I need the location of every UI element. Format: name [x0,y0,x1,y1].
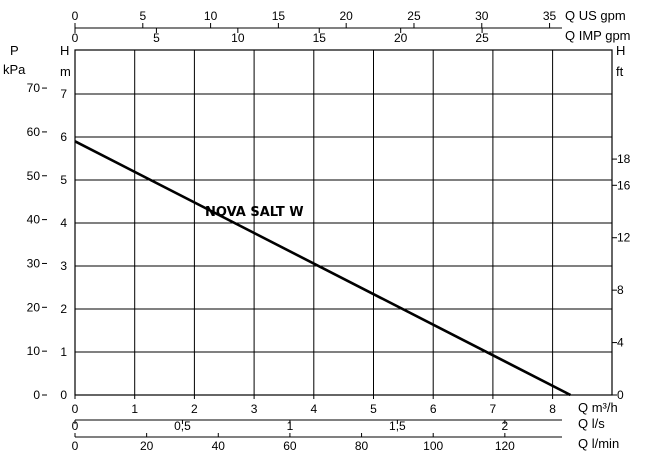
right-ft-tick-label: 12 [617,231,631,245]
left-kpa-tick-label: 0 [33,388,40,402]
x-axis-label: Q m³/h [578,400,618,415]
y-axis-label: H [60,43,69,58]
y-tick-label: 6 [60,130,67,144]
top-imp-tick-label: 25 [475,31,489,45]
top-us-tick-label: 35 [543,9,557,23]
top-us-tick-label: 5 [139,9,146,23]
right-ft-tick-label: 18 [617,152,631,166]
left-kpa-tick-label: 70 [27,81,41,95]
x-tick-label: 1 [131,402,138,416]
x-tick-label: 0 [72,402,79,416]
curve-annotation: NOVA SALT W [205,205,304,220]
grid [42,23,617,438]
bottom-lmin-tick-label: 120 [495,439,515,453]
right-ft-tick-label: 16 [617,178,631,192]
right-ft-unit: ft [616,64,624,79]
bottom-ls-tick-label: 1 [287,419,294,433]
left-kpa-tick-label: 30 [27,256,41,270]
y-axis-unit: m [60,64,71,79]
bottom-lmin-label: Q l/min [578,436,619,451]
top-imp-tick-label: 10 [231,31,245,45]
bottom-ls-tick-label: 1,5 [389,419,406,433]
top-us-tick-label: 15 [272,9,286,23]
left-kpa-tick-label: 40 [27,213,41,227]
x-tick-label: 8 [549,402,556,416]
y-tick-label: 4 [60,216,67,230]
y-tick-label: 7 [60,87,67,101]
right-ft-tick-label: 4 [617,336,624,350]
left-p-label: P [10,43,19,58]
top-imp-tick-label: 0 [72,31,79,45]
top-us-tick-label: 25 [407,9,421,23]
x-tick-label: 3 [251,402,258,416]
y-tick-label: 3 [60,259,67,273]
right-ft-tick-label: 8 [617,283,624,297]
bottom-lmin-tick-label: 20 [140,439,154,453]
x-tick-label: 4 [310,402,317,416]
bottom-lmin-tick-label: 0 [72,439,79,453]
bottom-ls-label: Q l/s [578,416,605,431]
left-kpa-tick-label: 20 [27,300,41,314]
top-imp-gpm-label: Q IMP gpm [565,28,631,43]
top-us-gpm-label: Q US gpm [565,8,626,23]
left-kpa-unit: kPa [3,62,26,77]
bottom-lmin-tick-label: 60 [283,439,297,453]
top-imp-tick-label: 15 [313,31,327,45]
x-tick-label: 6 [430,402,437,416]
y-tick-label: 5 [60,173,67,187]
bottom-ls-tick-label: 2 [501,419,508,433]
x-tick-label: 2 [191,402,198,416]
x-tick-label: 7 [490,402,497,416]
left-kpa-tick-label: 60 [27,125,41,139]
top-imp-tick-label: 5 [153,31,160,45]
top-us-tick-label: 20 [340,9,354,23]
top-us-tick-label: 30 [475,9,489,23]
top-us-tick-label: 0 [72,9,79,23]
left-kpa-tick-label: 10 [27,344,41,358]
series-lines [74,140,572,397]
top-us-tick-label: 10 [204,9,218,23]
right-ft-tick-label: 0 [617,388,624,402]
y-tick-label: 0 [60,388,67,402]
left-kpa-tick-label: 50 [27,169,41,183]
bottom-lmin-tick-label: 40 [212,439,226,453]
bottom-ls-tick-label: 0,5 [174,419,191,433]
y-tick-label: 2 [60,302,67,316]
y-tick-label: 1 [60,345,67,359]
bottom-lmin-tick-label: 80 [355,439,369,453]
top-imp-tick-label: 20 [394,31,408,45]
bottom-lmin-tick-label: 100 [423,439,443,453]
right-h-label: H [616,43,625,58]
x-tick-label: 5 [370,402,377,416]
series-line-nova-salt-w [74,140,572,397]
bottom-ls-tick-label: 0 [72,419,79,433]
